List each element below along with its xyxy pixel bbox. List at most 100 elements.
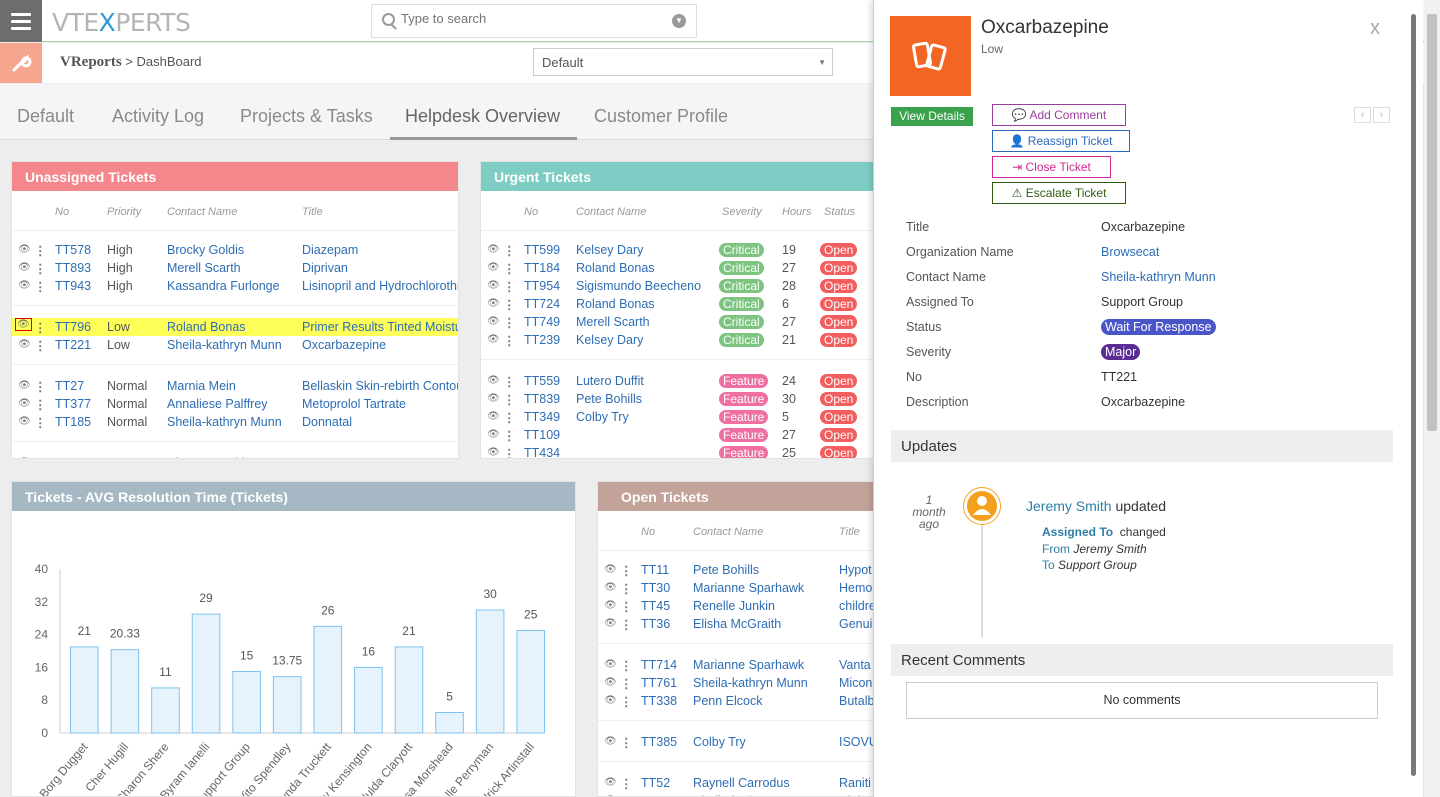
ticket-no[interactable]: TT377 — [55, 397, 92, 411]
more-icon[interactable]: ⋮ — [34, 244, 47, 258]
contact-name[interactable]: Sheila-kathryn Munn — [167, 338, 282, 352]
ticket-no[interactable]: TT385 — [641, 735, 678, 749]
contact-name[interactable]: Sheila-kathryn Munn — [693, 676, 808, 690]
more-icon[interactable]: ⋮ — [34, 339, 47, 353]
table-row[interactable]: 👁 ⋮ TT954 Sigismundo Beecheno Critical 28 Open — [481, 277, 874, 295]
more-icon[interactable]: ⋮ — [34, 456, 47, 458]
ticket-no[interactable]: TT27 — [55, 379, 85, 393]
contact-name[interactable]: Roland Bonas — [576, 297, 655, 311]
ticket-no[interactable]: TT943 — [55, 279, 92, 293]
contact-name[interactable]: Sheila-kathryn Munn — [167, 415, 282, 429]
table-row[interactable]: 👁 ⋮ TT749 Merell Scarth Critical 27 Open — [481, 313, 874, 331]
ticket-no[interactable]: TT349 — [524, 410, 561, 424]
more-icon[interactable]: ⋮ — [503, 393, 516, 407]
ticket-no[interactable]: TT30 — [641, 581, 671, 595]
contact-name[interactable]: Penn Elcock — [693, 694, 763, 708]
contact-name[interactable]: Sheila-kathryn Munn — [693, 794, 808, 796]
table-row[interactable]: 👁 ⋮ TT761 Sheila-kathryn Munn Micon — [598, 674, 874, 692]
next-record-icon[interactable]: › — [1373, 107, 1390, 123]
ticket-title[interactable]: Oxcarbazepine — [302, 338, 387, 352]
contact-name[interactable]: Lutero Duffit — [576, 374, 644, 388]
ticket-title[interactable]: Donnatal — [302, 415, 353, 429]
contact-name[interactable]: Marianne Sparhawk — [693, 581, 805, 595]
prev-record-icon[interactable]: ‹ — [1354, 107, 1371, 123]
table-row[interactable]: 👁 ⋮ TT185 Normal Sheila-kathryn Munn Donnatal — [12, 413, 458, 431]
table-row[interactable]: 👁 ⋮ TT338 Penn Elcock Butalb — [598, 692, 874, 710]
eye-icon[interactable]: 👁 — [604, 659, 617, 670]
more-icon[interactable]: ⋮ — [620, 600, 633, 614]
ticket-no[interactable]: TT749 — [524, 315, 561, 329]
ticket-no[interactable]: TT578 — [55, 243, 92, 257]
tab-customer-profile[interactable]: Customer Profile — [594, 106, 729, 126]
tab-activity-log[interactable]: Activity Log — [112, 106, 205, 126]
table-row[interactable]: 👁⋮ TT314 Urgent Pierette Pashley NICOTINE — [12, 454, 458, 458]
table-row[interactable]: 👁⋮ TT41 Sheila-kathryn Munn Night — [598, 792, 874, 796]
table-row[interactable]: 👁 ⋮ TT184 Roland Bonas Critical 27 Open — [481, 259, 874, 277]
more-icon[interactable]: ⋮ — [34, 380, 47, 394]
more-icon[interactable]: ⋮ — [503, 447, 516, 459]
organization-link[interactable]: Browsecat — [1101, 245, 1160, 259]
ticket-title[interactable]: Genui — [839, 617, 873, 631]
ticket-no[interactable]: TT893 — [55, 261, 92, 275]
logo[interactable]: VTEXPERTS — [52, 8, 191, 37]
eye-icon[interactable]: 👁 — [487, 447, 500, 458]
contact-name[interactable]: Marianne Sparhawk — [693, 658, 805, 672]
more-icon[interactable]: ⋮ — [503, 262, 516, 276]
ticket-title[interactable]: Metoprolol Tartrate — [302, 397, 406, 411]
table-row[interactable]: 👁 ⋮ TT893 High Merell Scarth Diprivan — [12, 259, 458, 277]
contact-name[interactable]: Colby Try — [576, 410, 629, 424]
eye-icon[interactable]: 👁 — [487, 393, 500, 404]
more-icon[interactable]: ⋮ — [34, 321, 47, 335]
ticket-no[interactable]: TT559 — [524, 374, 561, 388]
more-icon[interactable]: ⋮ — [620, 794, 633, 796]
more-icon[interactable]: ⋮ — [34, 262, 47, 276]
eye-icon[interactable]: 👁 — [18, 457, 31, 458]
dashboard-select[interactable]: Default ▼ — [533, 48, 833, 76]
close-ticket-button[interactable]: ⇥ Close Ticket — [992, 156, 1111, 178]
table-row[interactable]: 👁 ⋮ TT599 Kelsey Dary Critical 19 Open — [481, 241, 874, 259]
update-user-link[interactable]: Jeremy Smith — [1026, 498, 1112, 514]
table-row[interactable]: 👁 ⋮ TT27 Normal Marnia Mein Bellaskin Skin-re… — [12, 377, 458, 395]
tab-helpdesk-overview[interactable]: Helpdesk Overview — [390, 106, 578, 140]
ticket-no[interactable]: TT839 — [524, 392, 561, 406]
table-row[interactable]: 👁 ⋮ TT11 Pete Bohills Hypot — [598, 561, 874, 579]
ticket-no[interactable]: TT434 — [524, 446, 561, 459]
contact-name[interactable]: Brocky Goldis — [167, 243, 245, 257]
ticket-title[interactable]: Hemo — [839, 581, 873, 595]
more-icon[interactable]: ⋮ — [34, 280, 47, 294]
contact-name[interactable]: Merell Scarth — [576, 315, 650, 329]
table-row[interactable]: 👁 ⋮ TT45 Renelle Junkin childre — [598, 597, 874, 615]
more-icon[interactable]: ⋮ — [620, 564, 633, 578]
more-icon[interactable]: ⋮ — [503, 334, 516, 348]
eye-icon[interactable]: 👁 — [487, 375, 500, 386]
eye-icon[interactable]: 👁 — [18, 244, 31, 255]
ticket-title[interactable]: Night — [839, 794, 868, 796]
eye-icon[interactable]: 👁 — [487, 244, 500, 255]
page-scrollbar-thumb[interactable] — [1427, 14, 1437, 431]
more-icon[interactable]: ⋮ — [503, 429, 516, 443]
ticket-no[interactable]: TT724 — [524, 297, 561, 311]
table-row[interactable]: 👁 ⋮ TT578 High Brocky Goldis Diazepam — [12, 241, 458, 259]
table-row[interactable]: 👁 ⋮ TT714 Marianne Sparhawk Vanta — [598, 656, 874, 674]
contact-name[interactable]: Renelle Junkin — [693, 599, 775, 613]
more-icon[interactable]: ⋮ — [503, 316, 516, 330]
eye-icon[interactable]: 👁 — [604, 618, 617, 629]
ticket-no[interactable]: TT314 — [55, 456, 91, 458]
breadcrumb-app[interactable]: VReports — [60, 54, 122, 70]
ticket-no[interactable]: TT239 — [524, 333, 561, 347]
ticket-no[interactable]: TT599 — [524, 243, 561, 257]
ticket-no[interactable]: TT109 — [524, 428, 561, 442]
table-row[interactable]: 👁 ⋮ TT52 Raynell Carrodus Raniti — [598, 774, 874, 792]
ticket-no[interactable]: TT221 — [55, 338, 92, 352]
close-icon[interactable]: x — [1370, 17, 1380, 39]
more-icon[interactable]: ⋮ — [620, 582, 633, 596]
ticket-title[interactable]: childre — [839, 599, 875, 613]
eye-icon[interactable]: 👁 — [18, 398, 31, 409]
table-row[interactable]: 👁 ⋮ TT839 Pete Bohills Feature 30 Open — [481, 390, 874, 408]
ticket-no[interactable]: TT184 — [524, 261, 561, 275]
eye-icon[interactable]: 👁 — [18, 262, 31, 273]
ticket-title[interactable]: Raniti — [839, 776, 871, 790]
view-details-button[interactable]: View Details — [891, 107, 973, 126]
more-icon[interactable]: ⋮ — [34, 398, 47, 412]
contact-name[interactable]: Kassandra Furlonge — [167, 279, 280, 293]
